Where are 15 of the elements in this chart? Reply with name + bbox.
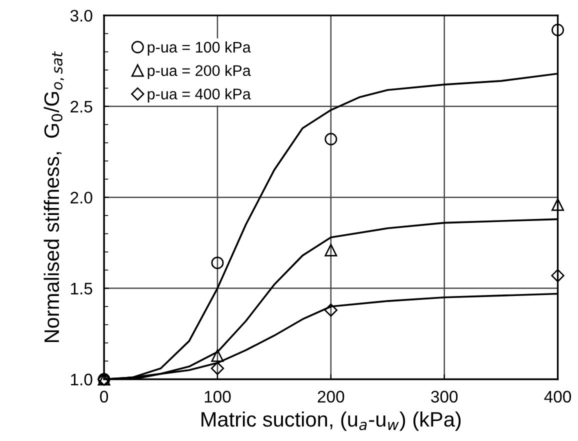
x-tick-label: 400 bbox=[544, 390, 572, 403]
x-tick-label: 0 bbox=[100, 390, 108, 403]
y-axis-title: Normalised stiffness, G$_{0}$/G$_{o,sat}$ bbox=[44, 51, 64, 342]
y-tick-label: 1.0 bbox=[71, 374, 92, 386]
x-tick-label: 200 bbox=[318, 390, 344, 403]
y-tick-label: 2.0 bbox=[70, 192, 92, 204]
legend-label: p-ua = 100 kPa bbox=[148, 41, 251, 56]
x-axis-title: Matric suction, (u$_{a}$-u$_{w}$) (kPa) bbox=[202, 411, 461, 431]
x-tick-label: 100 bbox=[204, 390, 231, 403]
y-tick-label: 3.0 bbox=[70, 10, 92, 22]
legend-label: p-ua = 200 kPa bbox=[148, 64, 251, 80]
y-tick-label: 1.5 bbox=[71, 282, 92, 295]
y-tick-label: 2.5 bbox=[70, 100, 92, 113]
x-tick-label: 300 bbox=[431, 390, 458, 403]
legend-label: p-ua = 400 kPa bbox=[148, 88, 251, 102]
